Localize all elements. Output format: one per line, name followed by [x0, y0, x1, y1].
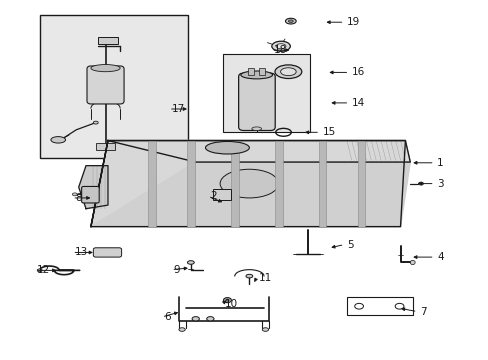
Text: 3: 3: [436, 179, 443, 189]
Bar: [148, 140, 156, 226]
Text: 12: 12: [37, 265, 50, 275]
FancyBboxPatch shape: [81, 186, 99, 203]
Bar: [357, 140, 365, 226]
Ellipse shape: [262, 328, 268, 331]
FancyBboxPatch shape: [222, 54, 310, 132]
Ellipse shape: [409, 260, 414, 265]
Text: 18: 18: [273, 45, 286, 55]
Ellipse shape: [179, 328, 185, 331]
Bar: [274, 140, 282, 226]
Bar: [318, 140, 326, 226]
Ellipse shape: [72, 193, 77, 196]
Polygon shape: [79, 166, 108, 209]
Bar: [212, 189, 231, 200]
Text: 5: 5: [346, 239, 353, 249]
Ellipse shape: [251, 127, 261, 131]
Ellipse shape: [274, 65, 301, 78]
Ellipse shape: [276, 44, 285, 49]
Ellipse shape: [51, 136, 65, 143]
Ellipse shape: [91, 64, 120, 72]
Ellipse shape: [37, 269, 42, 272]
Ellipse shape: [280, 68, 296, 76]
Polygon shape: [91, 140, 108, 226]
Text: 14: 14: [351, 98, 364, 108]
Bar: [248, 68, 254, 75]
Bar: [346, 297, 412, 315]
Ellipse shape: [225, 299, 229, 301]
Ellipse shape: [285, 18, 296, 24]
Text: 11: 11: [259, 273, 272, 283]
Text: 7: 7: [419, 307, 426, 316]
Ellipse shape: [220, 169, 278, 198]
Ellipse shape: [418, 182, 423, 185]
Bar: [96, 143, 115, 149]
FancyBboxPatch shape: [40, 15, 188, 158]
Ellipse shape: [245, 274, 252, 278]
Text: 8: 8: [75, 193, 81, 203]
Text: 2: 2: [210, 191, 217, 201]
Bar: [98, 37, 118, 44]
Text: 15: 15: [322, 127, 335, 137]
Bar: [230, 140, 238, 226]
Ellipse shape: [187, 261, 194, 264]
Polygon shape: [108, 140, 409, 162]
Ellipse shape: [271, 41, 290, 51]
Text: 9: 9: [173, 265, 180, 275]
Ellipse shape: [93, 121, 98, 124]
Ellipse shape: [223, 298, 231, 303]
Text: 13: 13: [75, 247, 88, 257]
Text: 10: 10: [224, 299, 238, 309]
Polygon shape: [91, 162, 409, 226]
Polygon shape: [91, 140, 405, 226]
FancyBboxPatch shape: [87, 66, 124, 104]
Text: 16: 16: [351, 67, 364, 77]
Text: 4: 4: [436, 252, 443, 262]
Ellipse shape: [241, 71, 272, 79]
Ellipse shape: [192, 317, 199, 321]
Text: 19: 19: [346, 17, 359, 27]
Ellipse shape: [288, 20, 293, 22]
Bar: [186, 140, 194, 226]
Ellipse shape: [205, 141, 249, 154]
Text: 17: 17: [171, 104, 184, 114]
Ellipse shape: [206, 317, 214, 321]
Bar: [259, 68, 264, 75]
Text: 1: 1: [436, 158, 443, 168]
Text: 6: 6: [163, 312, 170, 322]
FancyBboxPatch shape: [93, 248, 122, 257]
FancyBboxPatch shape: [238, 73, 275, 131]
